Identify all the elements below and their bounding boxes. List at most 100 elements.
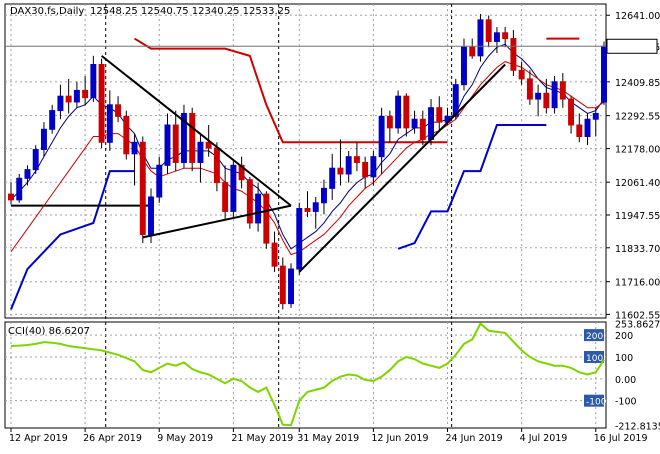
candle-bull (370, 156, 377, 178)
candle-bull (452, 84, 459, 117)
candle-bull (255, 193, 262, 224)
level-blue-line (397, 123, 547, 250)
candle-bull (329, 167, 336, 189)
candle-bull (197, 141, 204, 163)
price-tick-label: 12641.00 (615, 11, 660, 22)
candle-bull (180, 112, 187, 163)
candle-bear (436, 107, 443, 123)
price-tick-label: 11602.55 (615, 310, 660, 321)
candle-bear (82, 89, 89, 99)
candle-bear (337, 167, 344, 175)
candle-bear (139, 141, 146, 235)
candles-layer (8, 14, 607, 310)
candle-bear (576, 124, 583, 138)
time-tick-label: 16 Jul 2019 (594, 433, 648, 444)
candle-bear (222, 182, 229, 212)
candle-bear (362, 161, 369, 178)
time-tick-label: 12 Jun 2019 (371, 433, 428, 444)
time-tick-label: 21 May 2019 (231, 433, 293, 444)
candle-bear (419, 118, 426, 140)
candle-bull (288, 268, 294, 305)
cci-tick-label: -100 (615, 397, 637, 408)
support-resistance-layer (10, 37, 580, 310)
cci-tick-label: 200 (615, 331, 633, 342)
price-tick-label: 12409.85 (615, 78, 660, 89)
cci-tick-label: 253.8627 (615, 319, 660, 330)
candle-bear (172, 124, 179, 163)
price-tick-label: 11947.55 (615, 211, 660, 222)
level-red-line (134, 37, 448, 144)
candle-bull (57, 95, 64, 112)
cci-tick-label: 100 (615, 353, 633, 364)
cci-level-badge-text: 100 (586, 354, 603, 364)
candle-bull (428, 107, 435, 140)
price-tick-label: 11716.00 (615, 278, 660, 289)
cci-level-badge (584, 329, 604, 342)
candle-bull (16, 177, 23, 201)
price-tick-label: 12061.40 (615, 178, 660, 189)
cci-tick-label: 0.00 (615, 375, 636, 386)
cci-layer (10, 321, 605, 427)
cci-level-badge (584, 394, 604, 407)
time-tick-label: 24 Jun 2019 (446, 433, 503, 444)
candle-bull (592, 112, 599, 120)
trendline (100, 55, 292, 207)
candle-bull (535, 92, 542, 100)
candle-bull (40, 128, 47, 150)
trendline (142, 204, 292, 239)
candle-bear (271, 242, 278, 267)
time-tick-label: 12 Apr 2019 (9, 433, 68, 444)
candle-bull (395, 95, 402, 129)
candle-bear (559, 81, 566, 100)
candle-bear (279, 265, 286, 305)
candle-bear (469, 46, 476, 57)
candle-bull (90, 63, 97, 99)
chart-symbol-label: DAX30.fs,Daily (10, 6, 84, 17)
candle-bull (477, 19, 484, 57)
candle-bull (345, 156, 352, 175)
candle-bull (164, 124, 171, 166)
time-tick-label: 9 May 2019 (157, 433, 213, 444)
candle-bull (230, 164, 237, 212)
candle-bull (551, 81, 558, 109)
current-price-tag (606, 38, 658, 54)
chart-ohlc-label: 12548.25 12540.75 12340.25 12533.25 (90, 6, 290, 17)
cci-tick-label: -212.8135 (615, 421, 660, 432)
candle-bear (526, 78, 533, 100)
candle-bear (213, 147, 220, 184)
candle-bear (403, 95, 410, 129)
candle-bear (246, 179, 253, 224)
candle-bear (98, 63, 105, 143)
candle-bear (502, 32, 509, 40)
cci-grid: 200 100 -100 (4, 321, 607, 429)
candle-bear (568, 98, 575, 126)
candle-bull (131, 141, 138, 155)
candle-bull (148, 196, 154, 235)
candle-bear (510, 38, 517, 71)
candle-bear (8, 193, 14, 201)
time-tick-label: 31 May 2019 (297, 433, 359, 444)
price-grid (4, 3, 607, 428)
cci-level-badge-text: 200 (586, 332, 603, 342)
cci-pane-frame (4, 321, 607, 429)
candle-bull (601, 45, 607, 103)
time-tick-label: 26 Apr 2019 (83, 433, 142, 444)
axis-labels-layer: 12641.0012533.2512409.8512292.5512178.00… (5, 11, 660, 444)
candle-bull (321, 187, 327, 204)
candle-bull (106, 104, 113, 143)
candle-bear (123, 115, 130, 155)
candle-bear (205, 141, 212, 149)
candle-bear (543, 92, 550, 109)
time-tick-label: 4 Jul 2019 (520, 433, 568, 444)
candle-bear (189, 112, 196, 163)
candle-bull (73, 89, 80, 103)
candle-bear (304, 208, 311, 212)
candle-bear (518, 69, 525, 80)
price-tick-label: 12178.00 (615, 145, 660, 156)
candle-bull (24, 169, 31, 179)
trendline (298, 63, 506, 273)
cci-level-badge-text: -100 (586, 398, 607, 408)
level-blue-line (10, 170, 135, 310)
